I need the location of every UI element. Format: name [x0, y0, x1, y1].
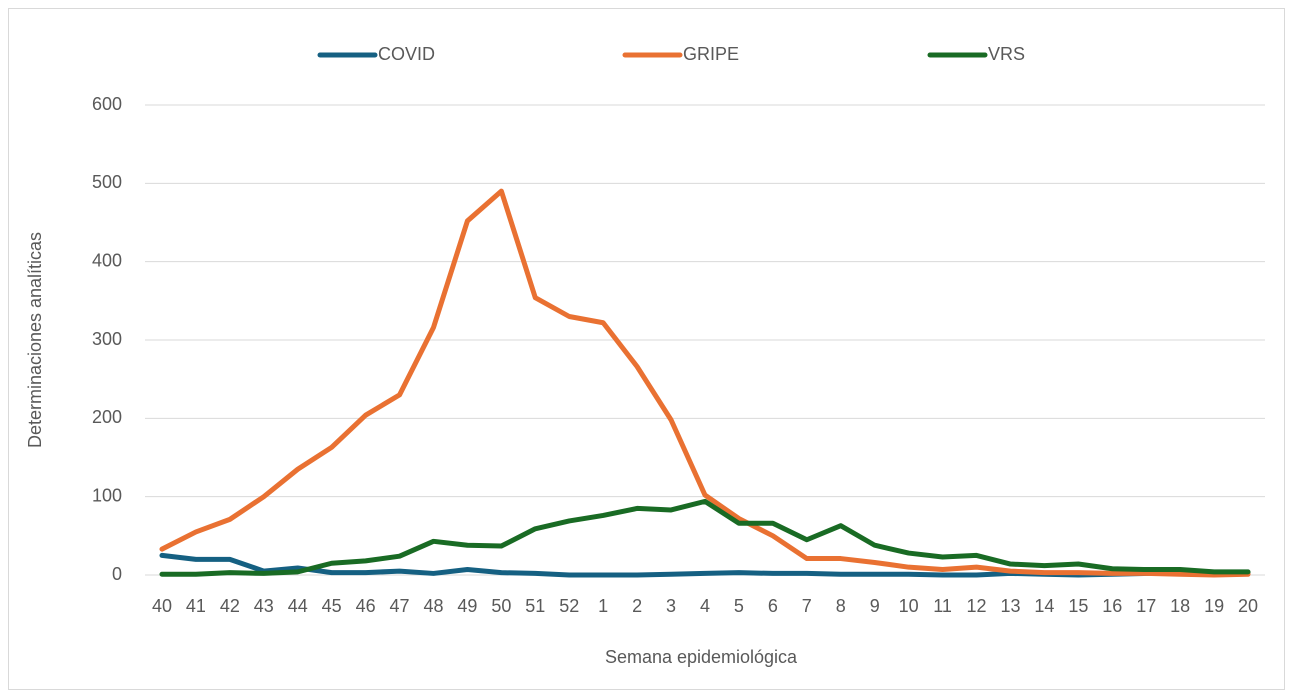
x-tick-label: 5	[734, 596, 744, 616]
x-tick-label: 12	[966, 596, 986, 616]
x-tick-label: 44	[288, 596, 308, 616]
x-tick-label: 20	[1238, 596, 1258, 616]
y-tick-label: 0	[112, 564, 122, 584]
x-tick-label: 15	[1068, 596, 1088, 616]
y-axis-title: Determinaciones analíticas	[25, 232, 45, 448]
legend-label: COVID	[378, 44, 435, 64]
x-tick-label: 52	[559, 596, 579, 616]
x-tick-label: 11	[933, 596, 952, 616]
x-tick-label: 19	[1204, 596, 1224, 616]
x-tick-label: 3	[666, 596, 676, 616]
x-tick-label: 48	[423, 596, 443, 616]
series-line	[159, 498, 1251, 577]
x-tick-label: 10	[899, 596, 919, 616]
x-tick-label: 42	[220, 596, 240, 616]
y-tick-label: 200	[92, 407, 122, 427]
x-tick-label: 4	[700, 596, 710, 616]
x-tick-label: 51	[525, 596, 545, 616]
series-line	[159, 188, 1251, 578]
x-tick-label: 6	[768, 596, 778, 616]
y-tick-label: 400	[92, 250, 122, 270]
x-tick-label: 17	[1136, 596, 1156, 616]
legend-label: GRIPE	[683, 44, 739, 64]
y-tick-label: 600	[92, 94, 122, 114]
x-tick-label: 40	[152, 596, 172, 616]
x-axis-title: Semana epidemiológica	[605, 647, 798, 667]
x-tick-label: 8	[836, 596, 846, 616]
x-tick-label: 13	[1000, 596, 1020, 616]
x-tick-label: 16	[1102, 596, 1122, 616]
x-tick-label: 9	[870, 596, 880, 616]
x-tick-label: 50	[491, 596, 511, 616]
x-tick-label: 1	[598, 596, 608, 616]
y-tick-label: 100	[92, 485, 122, 505]
y-tick-label: 300	[92, 329, 122, 349]
x-tick-label: 2	[632, 596, 642, 616]
x-tick-label: 7	[802, 596, 812, 616]
x-tick-label: 47	[390, 596, 410, 616]
x-tick-label: 14	[1034, 596, 1054, 616]
legend-label: VRS	[988, 44, 1025, 64]
x-tick-label: 18	[1170, 596, 1190, 616]
x-tick-label: 43	[254, 596, 274, 616]
y-tick-label: 500	[92, 172, 122, 192]
x-tick-label: 41	[186, 596, 206, 616]
x-tick-label: 46	[356, 596, 376, 616]
x-tick-label: 45	[322, 596, 342, 616]
chart-frame	[8, 8, 1285, 690]
x-tick-label: 49	[457, 596, 477, 616]
